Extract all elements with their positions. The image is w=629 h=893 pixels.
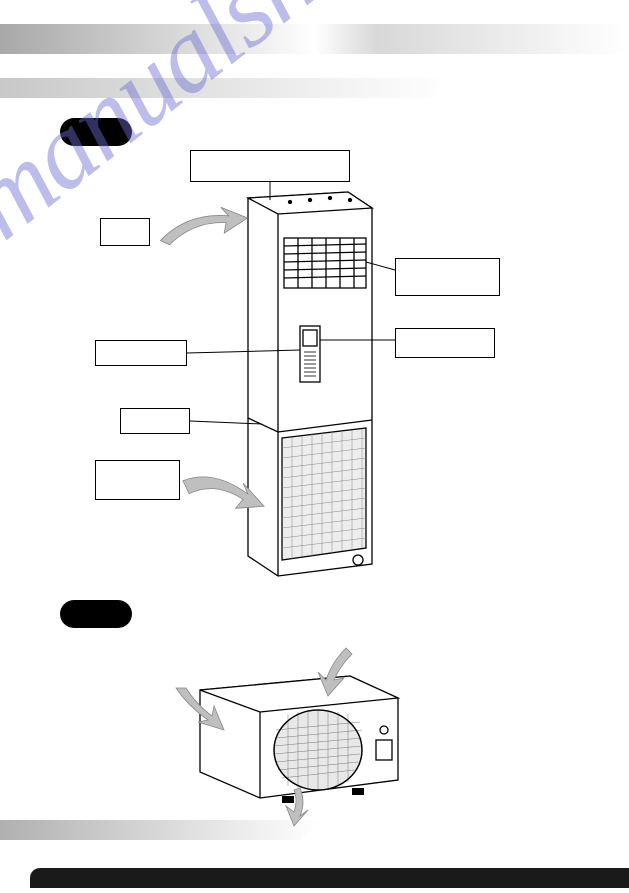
indoor-callout-right-1 [395, 258, 500, 296]
indoor-callout-left-2 [120, 408, 190, 434]
indoor-unit-diagram [0, 0, 629, 600]
indoor-callout-left-1 [95, 340, 187, 366]
indoor-callout-upper-left [100, 218, 150, 246]
outdoor-unit-diagram [0, 630, 629, 830]
indoor-callout-right-2 [395, 328, 495, 358]
indoor-callout-top [190, 150, 350, 182]
indoor-callout-left-3 [95, 460, 180, 500]
footer-bar [30, 868, 629, 888]
section-pill-2 [60, 600, 132, 628]
